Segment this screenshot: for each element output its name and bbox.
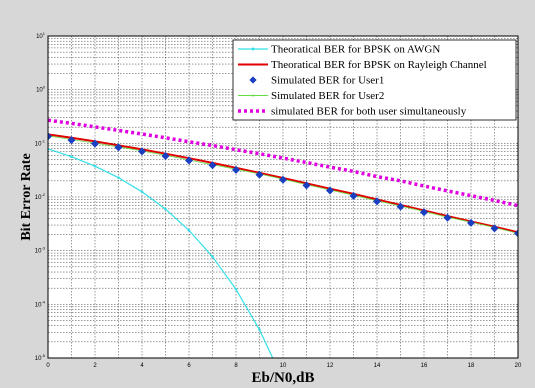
user1-point [208,161,217,170]
user1-point [349,191,358,200]
user1-point [232,165,240,174]
y-tick-exponent: 0 [43,85,46,90]
awgn-point [258,328,261,332]
x-tick-label: 2 [93,363,97,369]
x-tick-label: 12 [327,363,334,369]
user1-point [514,229,518,238]
user1-point [138,147,146,156]
user1-point [326,186,334,195]
user1-point [114,143,123,152]
user1-point [396,202,405,211]
awgn-point [70,155,73,159]
user1-point [279,175,287,184]
x-tick-label: 0 [46,363,50,369]
awgn-point [164,207,167,211]
y-tick-label: 10-1 [35,138,46,147]
awgn-point [187,229,191,232]
user1-point [373,197,381,206]
plot-border [47,35,519,359]
series-group [48,118,518,358]
y-tick-label: 10-4 [35,299,46,308]
user1-point [255,170,264,179]
user1-point [467,218,475,227]
user1-point [48,132,52,141]
y-tick-label: 10-2 [35,192,46,201]
user1-point [302,181,311,190]
y-tick-label: 10-5 [35,353,46,362]
legend-label: Simulated BER for User1 [271,75,384,87]
awgn-point [211,255,214,258]
legend-label: Theoratical BER for BPSK on AWGN [271,44,440,56]
legend-box [232,39,517,121]
series-line-both-users [48,118,518,208]
x-tick-label: 16 [421,363,428,369]
x-tick-label: 14 [374,363,381,369]
x-tick-label: 6 [187,363,191,369]
y-tick-label: 101 [36,31,46,40]
x-tick-label: 4 [140,363,144,369]
x-tick-label: 10 [280,363,287,369]
x-ticks: 0 2 4 6 8 10 12 14 16 18 20 [46,363,522,369]
x-tick-label: 20 [515,363,522,369]
user1-point [443,213,452,222]
y-axis-label: Bit Error Rate [19,153,34,240]
y-tick-exponent: -1 [41,138,45,143]
y-tick-exponent: -2 [41,192,45,197]
y-tick-label: 10-3 [35,246,46,255]
x-tick-label: 18 [468,363,475,369]
legend-label: Theoratical BER for BPSK on Rayleigh Cha… [271,59,487,71]
awgn-point [117,176,120,179]
legend-label: simulated BER for both user simultaneous… [271,106,467,118]
legend-marker-awgn [251,47,255,51]
y-tick-exponent: -3 [41,246,45,251]
awgn-point [93,164,97,168]
user1-point [161,152,170,161]
awgn-point [140,190,144,194]
y-tick-label: 100 [36,85,46,94]
awgn-point [234,287,238,291]
y-tick-exponent: -5 [41,353,45,358]
y-tick-exponent: 1 [43,31,46,36]
x-axis-label: Eb/N0,dB [252,370,315,386]
y-tick-exponent: -4 [41,299,45,304]
legend-label: Simulated BER for User2 [271,90,384,102]
x-tick-label: 8 [234,363,238,369]
legend-marker-user1 [249,76,257,84]
legend: Theoratical BER for BPSK on AWGN Theorati… [232,39,517,121]
legend-marker-user2: × [251,92,255,100]
user1-point [91,139,99,148]
user1-point [420,208,428,217]
user1-point [67,136,76,145]
user1-point [185,156,193,165]
user1-point [490,224,499,233]
